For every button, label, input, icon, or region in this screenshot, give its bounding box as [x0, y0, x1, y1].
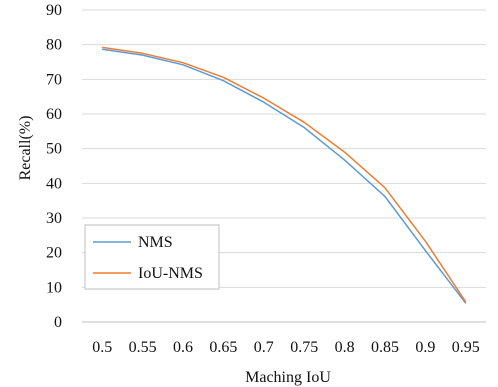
legend: NMS IoU-NMS: [84, 224, 220, 290]
legend-label-nms: NMS: [138, 234, 173, 251]
y-tick-label: 0: [54, 314, 62, 331]
x-tick-label: 0.85: [371, 339, 399, 356]
legend-box: [84, 224, 220, 290]
y-tick-label: 40: [46, 175, 62, 192]
x-tick-label: 0.55: [129, 339, 157, 356]
y-tick-label: 90: [46, 2, 62, 19]
y-tick-label: 10: [46, 279, 62, 296]
x-tick-label: 0.95: [452, 339, 480, 356]
x-tick-label: 0.65: [209, 339, 237, 356]
y-tick-label: 30: [46, 210, 62, 227]
x-tick-label: 0.75: [290, 339, 318, 356]
y-tick-label: 80: [46, 37, 62, 54]
series-lines: [102, 46, 467, 304]
y-tick-label: 60: [46, 106, 62, 123]
x-tick-label: 0.7: [254, 339, 274, 356]
x-axis-title: Maching IoU: [245, 369, 331, 386]
series-line-iou-nms: [102, 46, 467, 303]
y-tick-label: 50: [46, 141, 62, 158]
x-tick-label: 0.5: [92, 339, 112, 356]
y-tick-label: 70: [46, 71, 62, 88]
x-tick-label: 0.8: [335, 339, 355, 356]
y-tick-label: 20: [46, 245, 62, 262]
legend-label-iou-nms: IoU-NMS: [138, 265, 203, 282]
series-line-nms: [102, 48, 467, 304]
x-tick-label: 0.9: [415, 339, 435, 356]
x-axis-ticks: 0.5 0.55 0.6 0.65 0.7 0.75 0.8 0.85 0.9 0.95: [92, 339, 480, 356]
y-axis-ticks: 0 10 20 30 40 50 60 70 80 90: [46, 2, 62, 331]
x-tick-label: 0.6: [173, 339, 193, 356]
y-axis-title: Recall(%): [17, 116, 34, 181]
